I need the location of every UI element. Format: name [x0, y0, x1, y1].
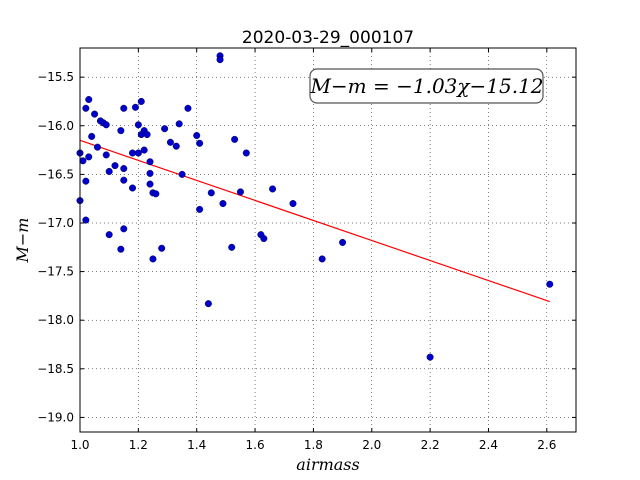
- data-point: [105, 167, 113, 175]
- data-point: [184, 104, 192, 112]
- data-point: [102, 151, 110, 159]
- data-point: [140, 146, 148, 154]
- data-point: [85, 96, 93, 104]
- x-tick-label: 1.2: [129, 438, 148, 452]
- data-point: [172, 142, 180, 150]
- data-point: [426, 353, 434, 361]
- data-point: [193, 131, 201, 139]
- data-point: [131, 103, 139, 111]
- x-axis-label: airmass: [296, 455, 359, 474]
- data-point: [207, 189, 215, 197]
- data-point: [339, 238, 347, 246]
- data-point: [105, 231, 113, 239]
- data-point: [178, 170, 186, 178]
- data-point: [196, 139, 204, 147]
- data-point: [88, 132, 96, 140]
- equation-box-frame: [309, 68, 544, 104]
- data-point: [91, 110, 99, 118]
- fit-line-group: [79, 139, 550, 303]
- data-point: [242, 149, 250, 157]
- data-point: [161, 125, 169, 133]
- data-point: [85, 153, 93, 161]
- data-point: [79, 157, 87, 165]
- equation-box: M−m = −1.03χ−15.12: [309, 68, 544, 104]
- data-point: [129, 149, 137, 157]
- data-point: [166, 138, 174, 146]
- data-point: [152, 190, 160, 198]
- data-point: [134, 121, 142, 129]
- data-point: [204, 300, 212, 308]
- y-tick-label: −16.5: [37, 167, 74, 181]
- data-point: [231, 135, 239, 143]
- x-tick-label: 1.8: [304, 438, 323, 452]
- data-point: [146, 180, 154, 188]
- data-point: [318, 255, 326, 263]
- axis-ticks: [79, 48, 576, 432]
- y-tick-label: −18.5: [37, 362, 74, 376]
- data-point: [120, 104, 128, 112]
- data-point: [94, 143, 102, 151]
- data-point: [82, 104, 90, 112]
- data-point: [129, 184, 137, 192]
- data-point: [117, 127, 125, 135]
- data-point: [120, 225, 128, 233]
- chart-title: 2020-03-29_000107: [242, 28, 414, 48]
- data-point: [216, 56, 224, 64]
- x-tick-label: 2.6: [537, 438, 556, 452]
- y-tick-labels: −15.5 −16.0 −16.5 −17.0 −17.5 −18.0 −18.5 −19.0: [37, 70, 74, 424]
- y-tick-label: −18.0: [37, 313, 74, 327]
- data-point: [134, 149, 142, 157]
- y-tick-label: −16.0: [37, 119, 74, 133]
- x-tick-label: 1.0: [70, 438, 89, 452]
- data-point: [546, 280, 554, 288]
- data-point: [219, 200, 227, 208]
- fit-line: [79, 139, 550, 303]
- plot-frame: [79, 47, 577, 433]
- data-point: [143, 131, 151, 139]
- data-point: [82, 177, 90, 185]
- data-point: [146, 169, 154, 177]
- data-point: [158, 244, 166, 252]
- data-point: [196, 205, 204, 213]
- data-point: [175, 120, 183, 128]
- data-point: [111, 162, 119, 170]
- x-tick-label: 2.2: [421, 438, 440, 452]
- data-point: [146, 158, 154, 166]
- x-tick-label: 2.0: [362, 438, 381, 452]
- y-axis-label: M−m: [13, 218, 32, 264]
- equation-text: M−m = −1.03χ−15.12: [309, 74, 543, 98]
- data-point: [269, 185, 277, 193]
- data-point: [236, 188, 244, 196]
- y-tick-label: −17.0: [37, 216, 74, 230]
- data-point: [120, 176, 128, 184]
- data-point: [289, 200, 297, 208]
- grid-lines: [79, 48, 576, 432]
- data-point: [117, 245, 125, 253]
- x-tick-labels: 1.0 1.2 1.4 1.6 1.8 2.0 2.2 2.4 2.6: [70, 438, 556, 452]
- y-tick-label: −17.5: [37, 265, 74, 279]
- data-point: [149, 255, 157, 263]
- data-points: [76, 52, 554, 361]
- y-tick-label: −19.0: [37, 410, 74, 424]
- data-point: [137, 97, 145, 105]
- data-point: [228, 243, 236, 251]
- x-tick-label: 2.4: [479, 438, 498, 452]
- x-tick-label: 1.4: [187, 438, 206, 452]
- data-point: [120, 165, 128, 173]
- y-tick-label: −15.5: [37, 70, 74, 84]
- x-tick-label: 1.6: [246, 438, 265, 452]
- data-point: [82, 216, 90, 224]
- data-point: [102, 121, 110, 129]
- data-point: [260, 235, 268, 243]
